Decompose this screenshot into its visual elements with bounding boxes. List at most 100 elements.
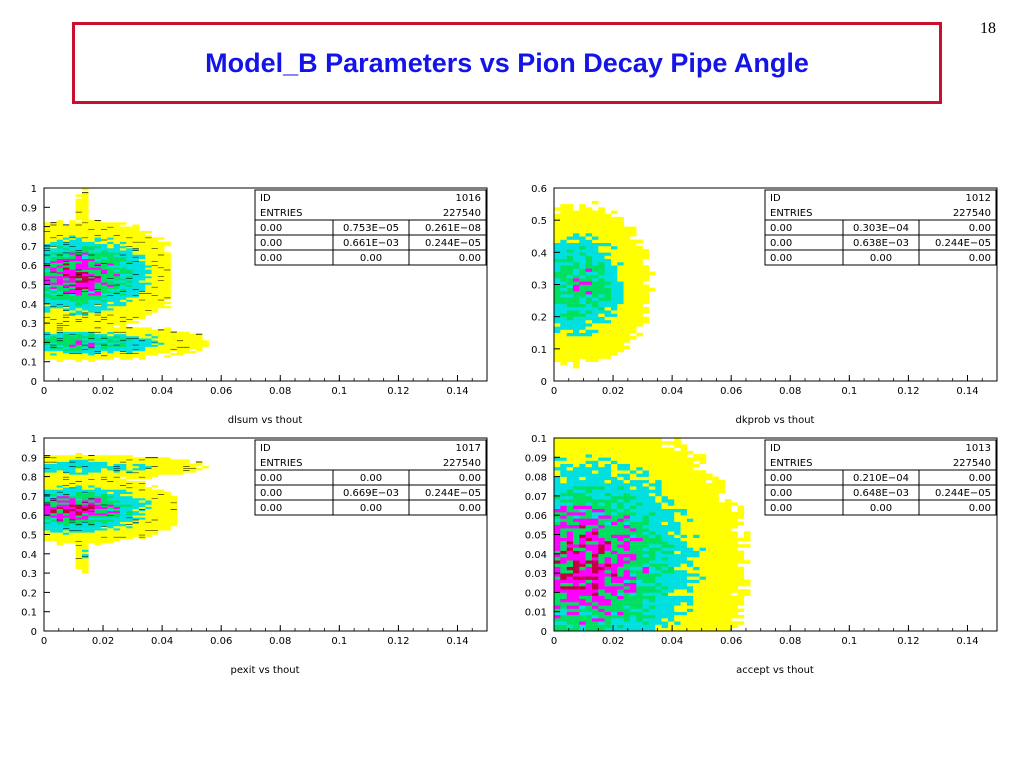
density-cell [75, 273, 83, 277]
density-cell [107, 305, 114, 309]
stats-cell-c: 0.00 [459, 503, 481, 514]
density-cell [573, 216, 580, 221]
x-tick-label: 0.08 [269, 636, 291, 647]
density-cell [718, 524, 726, 529]
density-cell [566, 239, 574, 243]
density-cell [585, 582, 593, 587]
density-cell [126, 314, 133, 317]
density-cell [629, 310, 637, 314]
density-cell [138, 331, 146, 335]
density-cell [63, 336, 70, 339]
contour-mark [75, 457, 82, 459]
density-cell [560, 534, 567, 538]
density-cell [113, 519, 121, 522]
density-cell [611, 307, 618, 311]
density-cell [648, 483, 656, 487]
density-cell [731, 624, 738, 629]
density-cell [82, 465, 89, 469]
density-cell [88, 233, 95, 236]
density-cell [585, 278, 593, 282]
density-cell [699, 592, 707, 596]
density-cell [126, 310, 133, 313]
density-cell [101, 299, 108, 302]
density-cell [636, 589, 643, 593]
density-cell [598, 342, 605, 346]
contour-mark [113, 470, 120, 471]
density-cell [63, 536, 70, 539]
density-cell [107, 342, 114, 345]
density-cell [680, 531, 688, 535]
density-cell [107, 483, 114, 486]
density-cell [592, 547, 599, 551]
density-cell [617, 460, 624, 464]
density-cell [113, 498, 121, 501]
density-cell [119, 258, 127, 262]
density-cell [598, 336, 605, 340]
density-cell [151, 457, 159, 460]
x-tick-label: 0.1 [331, 636, 347, 647]
density-cell [705, 531, 713, 535]
density-cell [573, 303, 580, 308]
density-cell [598, 608, 605, 612]
density-cell [101, 502, 108, 505]
density-cell [113, 346, 121, 350]
density-cell [623, 486, 631, 490]
density-cell [573, 524, 580, 529]
density-cell [655, 524, 662, 529]
density-cell [145, 254, 152, 257]
density-cell [138, 248, 146, 251]
density-cell [157, 243, 165, 247]
contour-mark [101, 263, 108, 264]
density-cell [566, 518, 574, 522]
contour-mark [101, 478, 108, 480]
density-cell [573, 348, 580, 353]
y-tick-label: 0.02 [525, 588, 547, 599]
density-cell [718, 528, 726, 532]
density-cell [113, 230, 121, 234]
density-cell [629, 438, 637, 442]
density-cell [119, 519, 127, 522]
contour-mark [63, 260, 70, 262]
density-cell [101, 239, 108, 242]
density-cell [554, 589, 561, 593]
density-cell [164, 528, 171, 531]
density-cell [611, 582, 618, 587]
density-cell [598, 438, 605, 442]
density-cell [132, 273, 140, 277]
density-cell [604, 595, 612, 600]
contour-mark [126, 523, 133, 525]
contour-mark [63, 476, 70, 478]
density-cell [573, 463, 580, 468]
density-cell [585, 550, 593, 555]
density-cell [113, 461, 121, 464]
density-cell [573, 589, 580, 593]
contour-mark [119, 485, 127, 486]
density-cell [604, 290, 612, 295]
density-cell [88, 269, 95, 272]
density-cell [107, 293, 114, 296]
density-cell [63, 344, 70, 347]
density-cell [63, 250, 70, 253]
density-cell [655, 540, 662, 545]
density-cell [145, 329, 152, 332]
density-cell [56, 284, 64, 287]
density-cell [119, 282, 127, 285]
density-cell [69, 340, 76, 343]
density-cell [636, 521, 643, 526]
density-cell [44, 491, 51, 494]
density-cell [189, 346, 197, 350]
density-cell [604, 258, 612, 263]
density-cell [579, 557, 586, 561]
density-cell [202, 340, 209, 343]
y-tick-label: 0.1 [531, 345, 547, 356]
density-cell [623, 233, 631, 237]
density-cell [63, 263, 70, 266]
density-cell [712, 505, 719, 509]
density-cell [138, 344, 146, 347]
density-cell [566, 483, 574, 487]
density-cell [617, 479, 624, 484]
density-cell [560, 213, 567, 218]
density-cell [75, 278, 83, 281]
density-cell [598, 268, 605, 272]
density-cell [94, 239, 102, 242]
